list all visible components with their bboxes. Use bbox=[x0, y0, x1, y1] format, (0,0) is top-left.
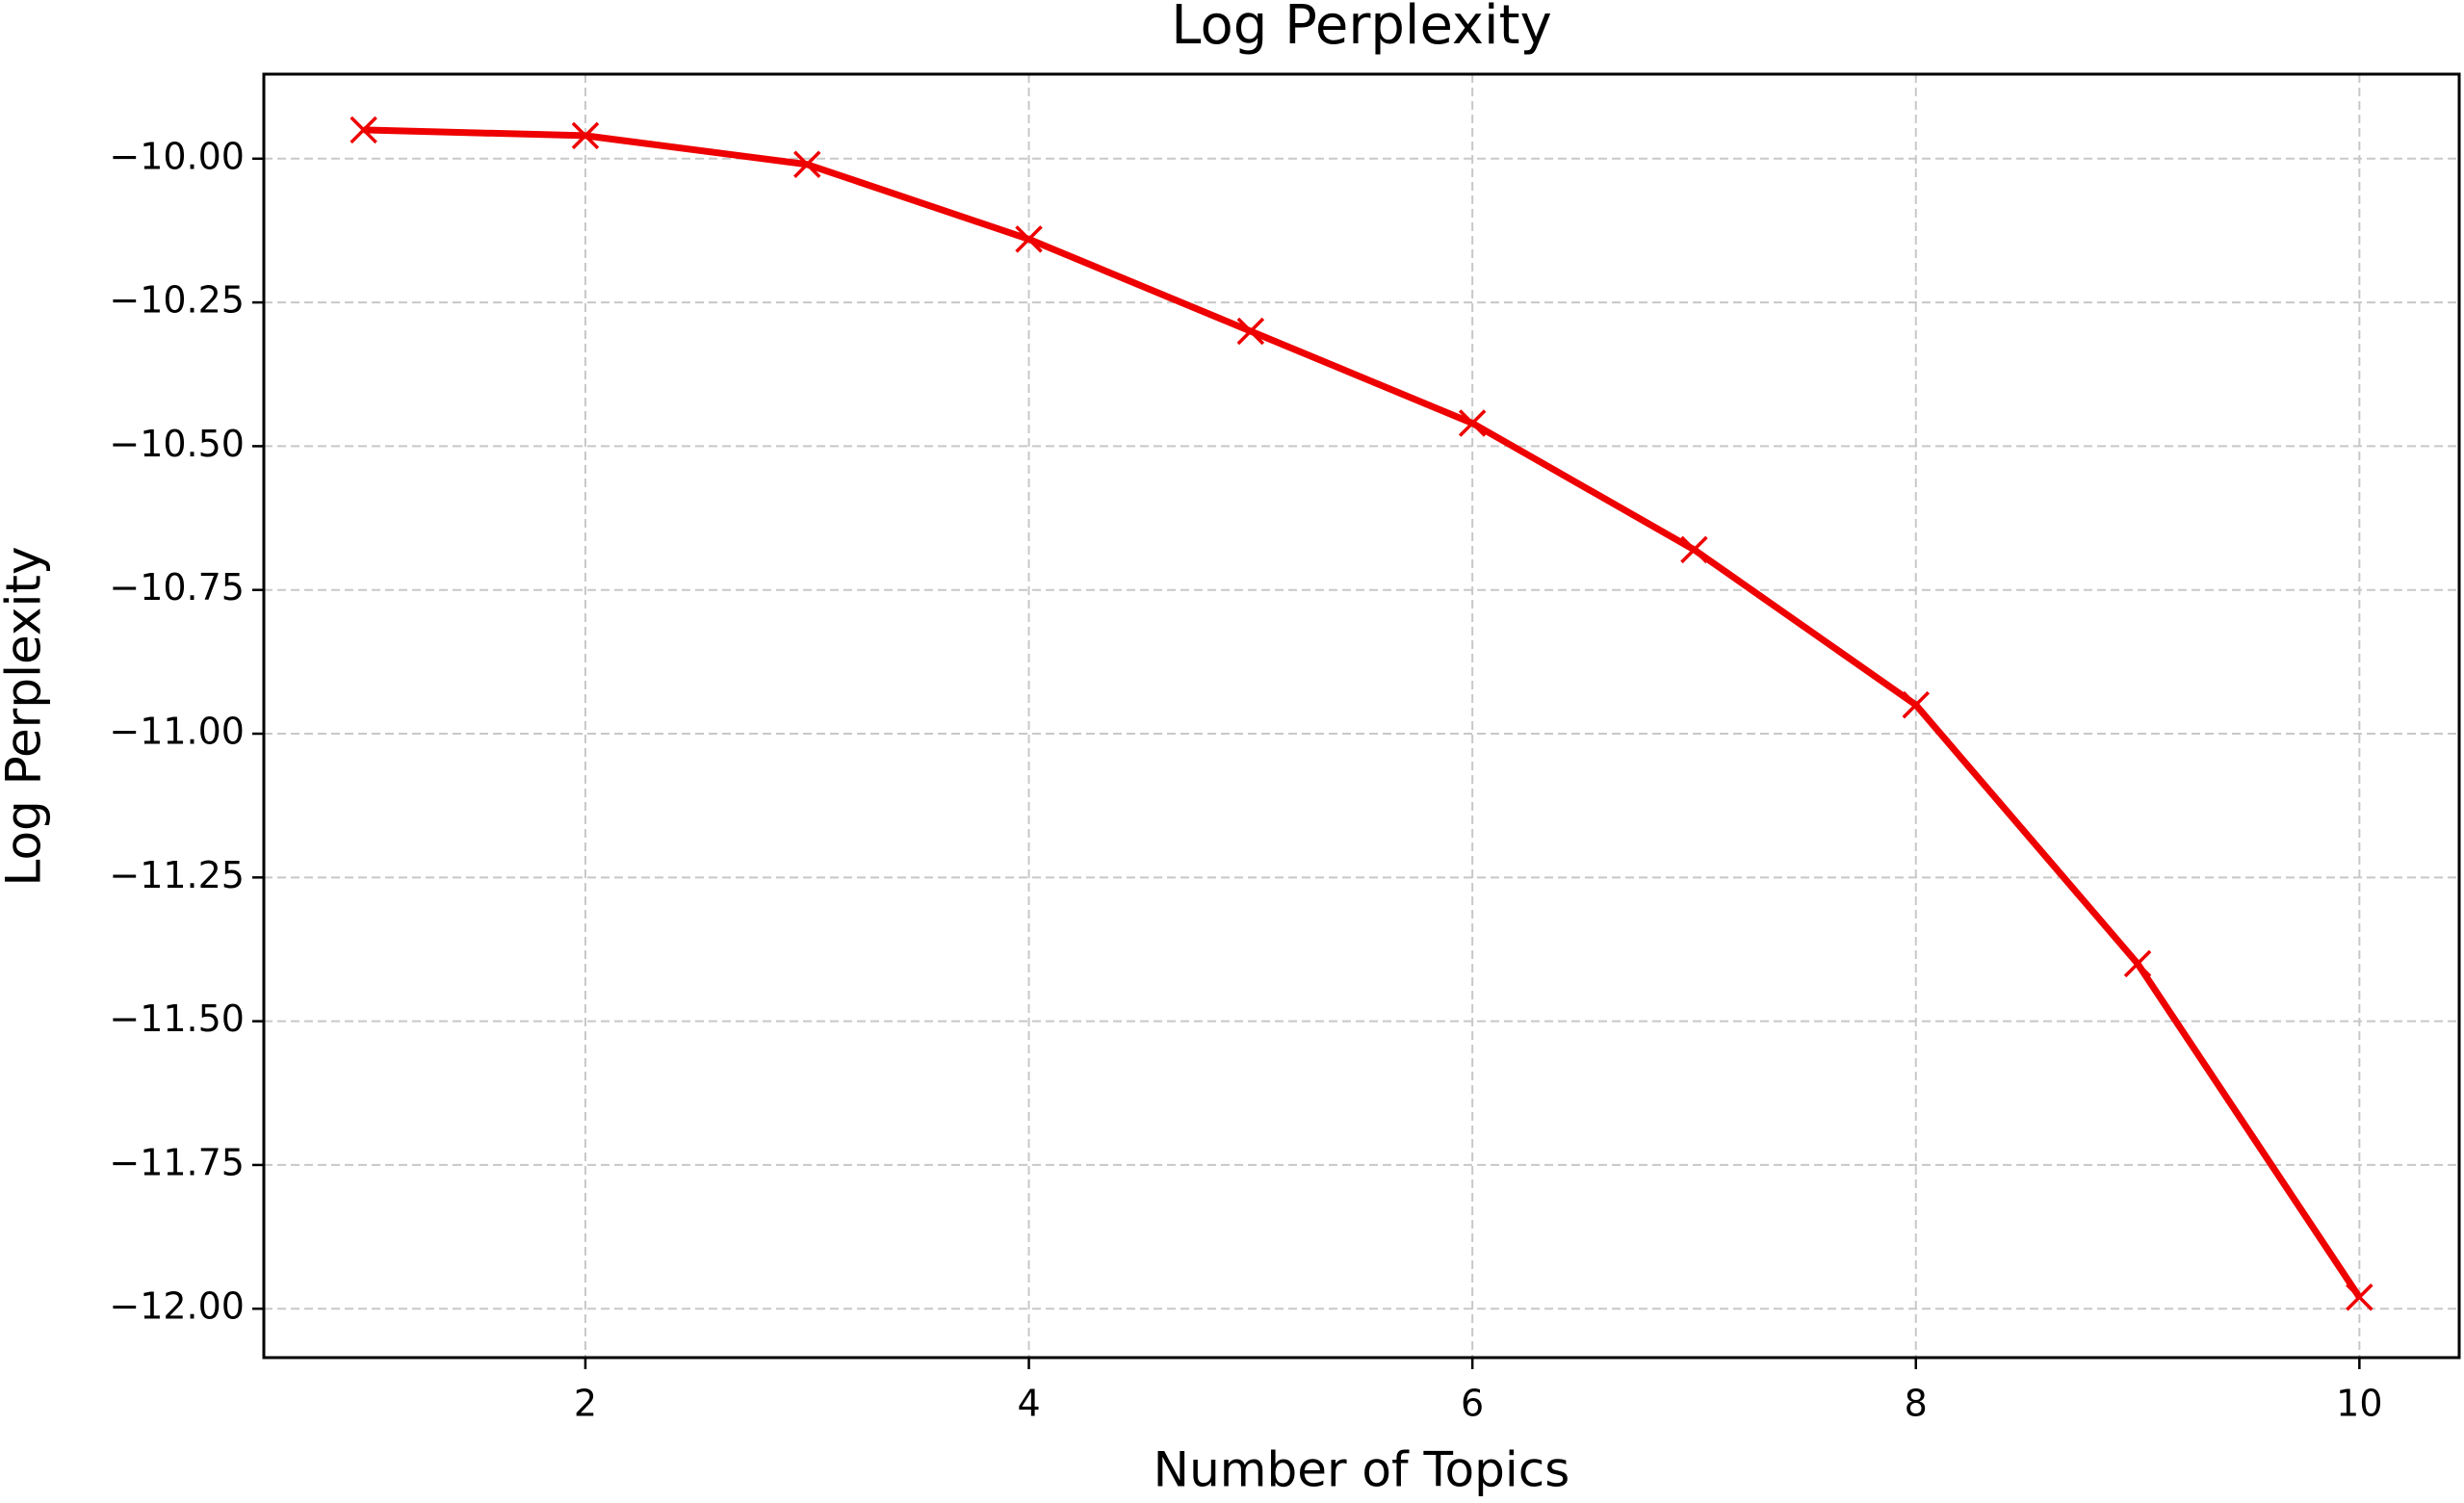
x-tick-label: 2 bbox=[574, 1383, 597, 1425]
x-axis-label: Number of Topics bbox=[1154, 1442, 1570, 1498]
y-tick-label: −10.25 bbox=[109, 279, 245, 322]
y-tick-label: −10.50 bbox=[109, 423, 245, 465]
marker bbox=[1680, 535, 1708, 564]
x-tick-label: 10 bbox=[2336, 1383, 2382, 1425]
marker bbox=[1236, 317, 1265, 346]
marker bbox=[1458, 409, 1487, 437]
plot-frame bbox=[262, 72, 2461, 1360]
y-tick-label: −11.75 bbox=[109, 1141, 245, 1183]
y-tick-label: −10.75 bbox=[109, 566, 245, 609]
y-tick-label: −11.25 bbox=[109, 854, 245, 896]
y-tick-label: −12.00 bbox=[109, 1285, 245, 1328]
x-tick-label: 6 bbox=[1461, 1383, 1484, 1425]
marker bbox=[350, 116, 377, 144]
marker bbox=[2346, 1283, 2373, 1311]
x-tick-label: 8 bbox=[1905, 1383, 1928, 1425]
y-tick-label: −11.00 bbox=[109, 711, 245, 753]
y-tick-label: −11.50 bbox=[109, 998, 245, 1040]
y-tick-label: −10.00 bbox=[109, 135, 245, 177]
y-axis-label: Log Perplexity bbox=[0, 546, 52, 886]
x-tick-label: 4 bbox=[1017, 1383, 1040, 1425]
marker bbox=[1902, 690, 1930, 719]
chart-title: Log Perplexity bbox=[1171, 0, 1551, 57]
marker bbox=[571, 121, 600, 150]
line bbox=[363, 126, 2363, 1300]
marker bbox=[1015, 225, 1043, 253]
marker bbox=[2123, 949, 2152, 978]
marker bbox=[793, 150, 821, 179]
